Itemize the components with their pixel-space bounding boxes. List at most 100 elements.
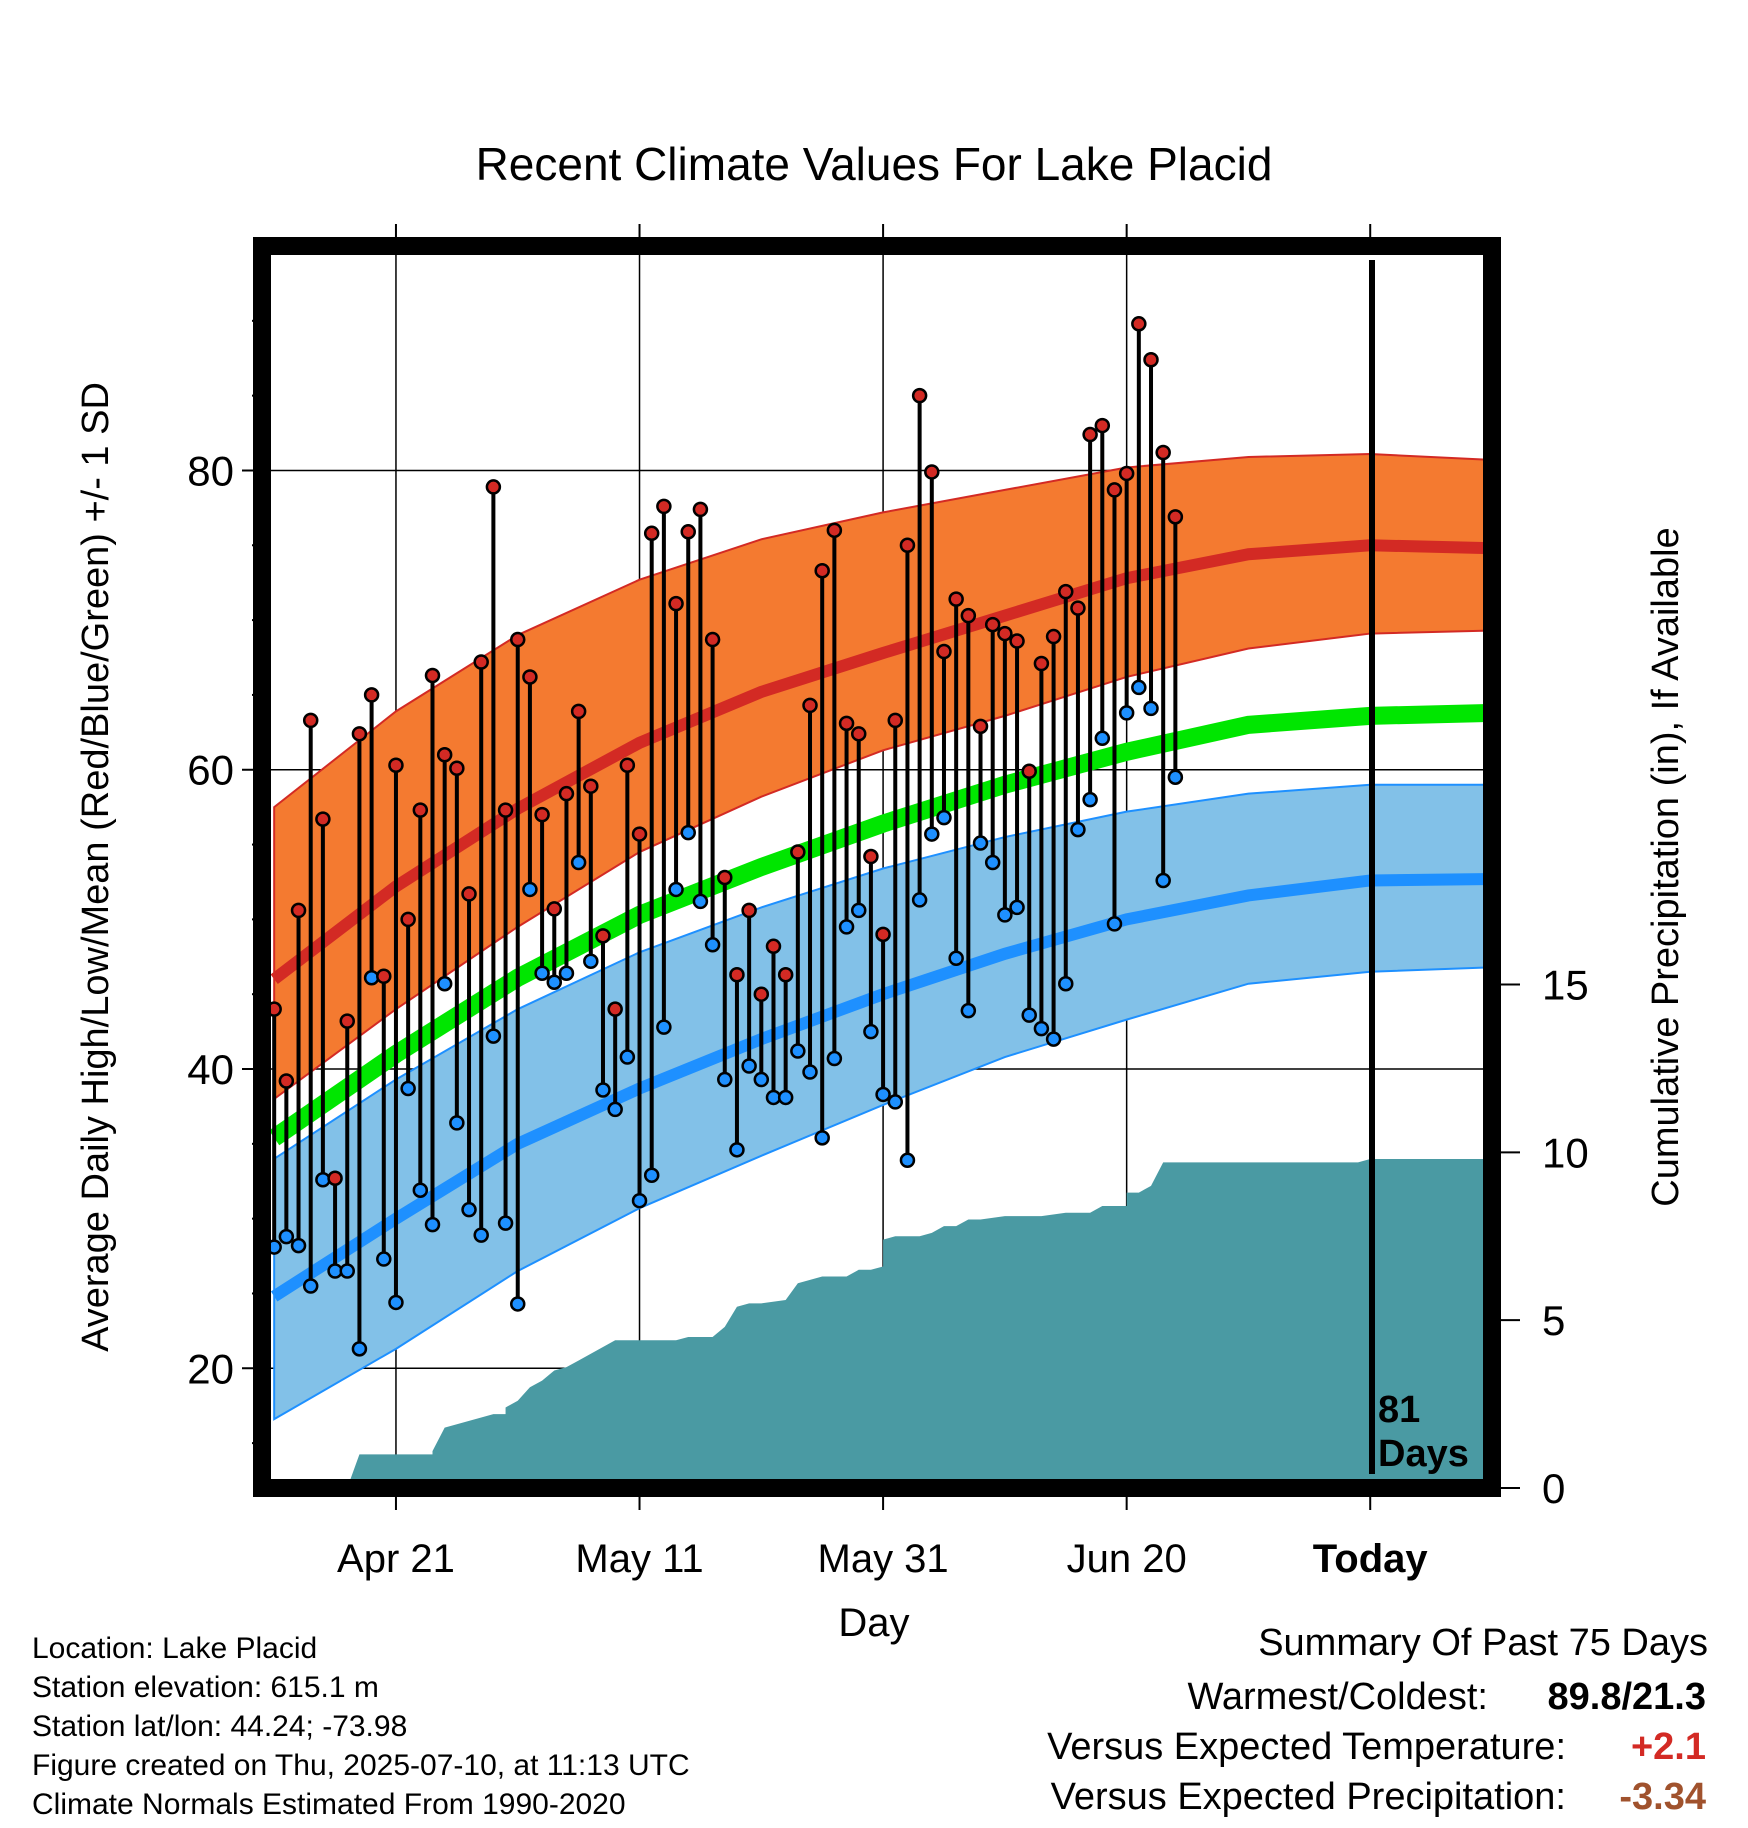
- daily-high-point: [302, 712, 319, 729]
- daily-low-point: [936, 809, 952, 826]
- precip-area-group: [335, 1159, 1483, 1479]
- daily-low-point: [400, 1080, 416, 1097]
- daily-low-point: [814, 1130, 830, 1146]
- daily-low-point: [376, 1251, 392, 1267]
- daily-low-point: [1118, 705, 1135, 721]
- daily-low-point: [717, 1071, 733, 1088]
- daily-low-point: [497, 1215, 514, 1231]
- daily-high-point: [278, 1073, 295, 1089]
- daily-high-point: [534, 806, 550, 823]
- daily-low-point: [509, 1296, 526, 1312]
- summary-precip-value: -3.34: [1619, 1776, 1706, 1818]
- daily-low-point: [777, 1089, 794, 1106]
- daily-low-point: [729, 1142, 745, 1158]
- daily-low-point: [887, 1094, 904, 1110]
- y-tick-label: 20: [187, 1345, 234, 1392]
- daily-low-point: [692, 893, 709, 910]
- daily-low-point: [1167, 769, 1184, 785]
- daily-high-point: [1352, 0, 1365, 7]
- y2-tick-label: 15: [1542, 961, 1589, 1008]
- daily-low-point: [863, 1023, 879, 1040]
- daily-low-point: [570, 854, 587, 871]
- daily-low-point: [1155, 872, 1171, 889]
- daily-high-point: [412, 802, 429, 818]
- daily-low-point: [911, 892, 928, 908]
- daily-low-point: [1131, 679, 1147, 696]
- daily-low-point: [984, 854, 1001, 871]
- low-normal-band: [273, 783, 1483, 1421]
- daily-low-point: [643, 1167, 660, 1184]
- y2-tick-label: 0: [1542, 1465, 1565, 1512]
- chart-title: Recent Climate Values For Lake Placid: [476, 138, 1273, 190]
- y-tick-label: 80: [187, 447, 234, 494]
- daily-high-point: [388, 757, 404, 773]
- daily-high-point: [400, 911, 416, 928]
- summary-precip-label: Versus Expected Precipitation:: [1050, 1776, 1566, 1818]
- daily-low-point: [680, 824, 696, 841]
- daily-low-point: [899, 1152, 916, 1169]
- daily-low-point: [1045, 1031, 1062, 1047]
- daily-high-point: [1070, 600, 1086, 616]
- daily-high-point: [1094, 417, 1111, 434]
- daily-high-point: [449, 760, 465, 776]
- daily-high-point: [583, 778, 599, 794]
- daily-high-point: [680, 524, 696, 540]
- daily-high-point: [607, 1001, 623, 1017]
- daily-high-point: [436, 747, 453, 763]
- mean-normal-line: [271, 704, 1483, 1146]
- daily-high-point: [826, 522, 843, 539]
- daily-high-point: [619, 757, 636, 773]
- daily-low-point: [607, 1101, 623, 1118]
- daily-high-point: [838, 715, 855, 732]
- daily-high-point: [863, 848, 879, 865]
- daily-high-point: [911, 387, 928, 404]
- daily-high-point: [692, 501, 709, 518]
- y-axis-label: Average Daily High/Low/Mean (Red/Blue/Gr…: [75, 382, 117, 1352]
- daily-high-point: [473, 654, 489, 670]
- daily-high-point: [1131, 316, 1147, 332]
- daily-high-point: [461, 886, 477, 902]
- daily-high-point: [351, 726, 368, 742]
- x-tick-label: Today: [1313, 1537, 1429, 1581]
- daily-low-point: [668, 881, 684, 898]
- summary-temp-label: Versus Expected Temperature:: [1047, 1726, 1566, 1768]
- info-elevation: Station elevation: 615.1 m: [32, 1671, 379, 1704]
- daily-high-point: [1045, 628, 1062, 645]
- daily-high-point: [704, 631, 721, 648]
- daily-low-point: [351, 1341, 368, 1357]
- x-tick-label: May 31: [818, 1537, 949, 1581]
- daily-low-point: [388, 1294, 404, 1311]
- daily-low-point: [838, 919, 855, 935]
- summary-heading: Summary Of Past 75 Days: [1258, 1622, 1708, 1664]
- daily-low-point: [850, 902, 867, 919]
- daily-low-point: [1058, 975, 1074, 992]
- daily-high-point: [570, 703, 587, 720]
- daily-high-point: [497, 802, 514, 818]
- daily-low-point: [339, 1263, 355, 1279]
- daily-high-point: [887, 712, 904, 729]
- high-normal-line: [271, 539, 1483, 985]
- daily-low-point: [1352, 0, 1365, 7]
- x-tick-label: May 11: [575, 1537, 703, 1581]
- daily-low-point: [997, 907, 1013, 923]
- daily-low-point: [449, 1115, 465, 1131]
- daily-low-point: [436, 975, 453, 992]
- daily-observations: [271, 0, 1365, 1357]
- daily-low-point: [522, 881, 538, 898]
- today-days-number: 81: [1378, 1389, 1420, 1431]
- daily-low-point: [271, 1239, 282, 1255]
- daily-high-point: [717, 869, 733, 886]
- daily-low-point: [972, 835, 989, 851]
- daily-high-point: [741, 902, 757, 919]
- daily-low-point: [1021, 1007, 1037, 1023]
- daily-high-point: [1082, 426, 1098, 443]
- daily-high-point: [522, 669, 538, 685]
- daily-high-point: [271, 1001, 282, 1017]
- axes: 20 40 60 80 0 5 10 15 Apr 21 May 11 May 31 Jun 20 To…: [187, 224, 1589, 1581]
- daily-high-point: [546, 901, 563, 917]
- daily-high-point: [948, 591, 964, 607]
- daily-high-point: [668, 595, 684, 612]
- daily-low-point: [595, 1082, 611, 1098]
- daily-low-point: [424, 1216, 441, 1233]
